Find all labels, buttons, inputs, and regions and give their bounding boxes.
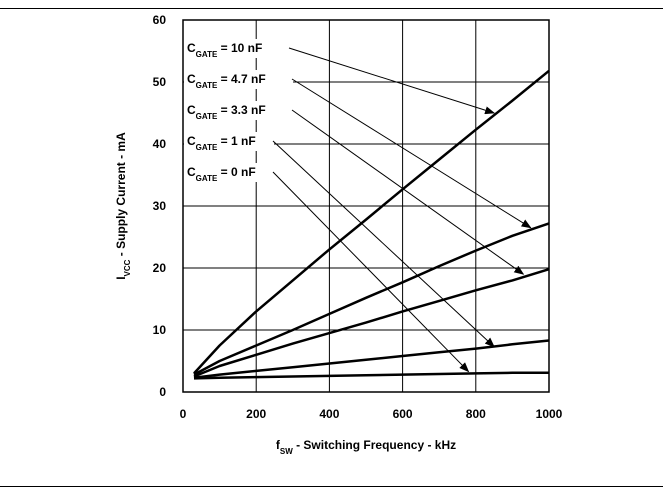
annotation-label-bg (184, 132, 274, 151)
x-tick-label: 800 (466, 407, 486, 421)
series-label-3: CGATE = 3.3 nF (187, 103, 266, 121)
plot-frame (182, 19, 550, 393)
x-tick-label: 400 (319, 407, 339, 421)
x-tick-label: 1000 (536, 407, 563, 421)
annotation-arrow-5 (272, 171, 470, 373)
series-line-1 (193, 69, 550, 375)
y-tick-label: 0 (159, 385, 166, 399)
annotation-arrow-2 (291, 78, 532, 229)
y-tick-label: 20 (153, 261, 167, 275)
y-tick-label: 10 (153, 323, 167, 337)
y-tick-label: 60 (153, 13, 167, 27)
x-tick-label: 600 (393, 407, 413, 421)
x-tick-label: 200 (246, 407, 266, 421)
annotation-arrow-3 (291, 109, 525, 275)
y-axis-label: IVCC - Supply Current - mA (114, 132, 132, 280)
annotation-arrow-4 (272, 140, 495, 348)
y-tick-label: 50 (153, 75, 167, 89)
series-label-5: CGATE = 0 nF (187, 165, 256, 183)
annotation-label-bg (184, 70, 293, 89)
series-annotations: CGATE = 10 nF CGATE = 4.7 nF CGATE = 3.3 n… (184, 39, 532, 373)
series-line-2 (193, 222, 550, 376)
annotation-label-bg (184, 39, 290, 58)
series-label-4: CGATE = 1 nF (187, 134, 256, 152)
annotation-arrow-1 (288, 47, 496, 115)
bottom-rule (0, 486, 663, 487)
annotation-label-bg (184, 101, 293, 120)
series-line-3 (193, 268, 550, 378)
series-line-5 (193, 371, 549, 380)
y-tick-label: 40 (153, 137, 167, 151)
axes: 0 200 400 600 800 1000 0 10 20 30 40 50 60 fSW - Swit… (114, 13, 563, 456)
x-tick-label: 0 (180, 407, 187, 421)
series-label-1: CGATE = 10 nF (187, 41, 262, 59)
top-rule (0, 8, 663, 9)
y-tick-label: 30 (153, 199, 167, 213)
series-label-2: CGATE = 4.7 nF (187, 72, 266, 90)
x-axis-label: fSW - Switching Frequency - kHz (276, 438, 456, 456)
annotation-label-bg (184, 163, 274, 182)
